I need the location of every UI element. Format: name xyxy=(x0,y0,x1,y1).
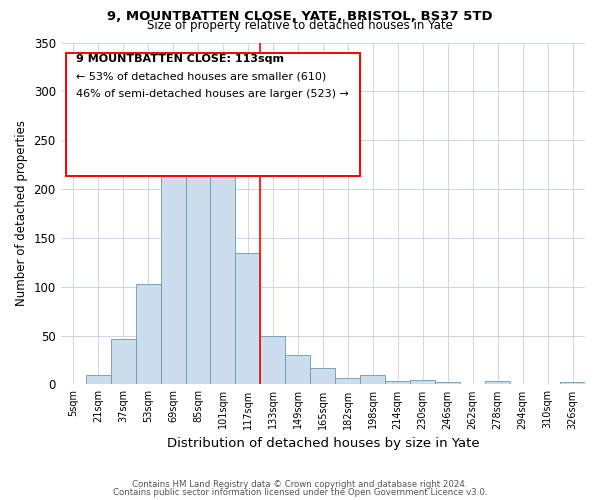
FancyBboxPatch shape xyxy=(66,53,359,176)
Text: 9 MOUNTBATTEN CLOSE: 113sqm: 9 MOUNTBATTEN CLOSE: 113sqm xyxy=(76,54,284,64)
Bar xyxy=(310,368,335,384)
Y-axis label: Number of detached properties: Number of detached properties xyxy=(15,120,28,306)
Bar xyxy=(260,336,286,384)
Bar xyxy=(110,338,136,384)
Bar xyxy=(335,378,360,384)
Bar xyxy=(410,380,435,384)
Text: Contains public sector information licensed under the Open Government Licence v3: Contains public sector information licen… xyxy=(113,488,487,497)
Text: ← 53% of detached houses are smaller (610): ← 53% of detached houses are smaller (61… xyxy=(76,72,326,82)
Bar xyxy=(560,382,585,384)
Bar xyxy=(235,252,260,384)
Bar xyxy=(286,355,310,384)
Text: 9, MOUNTBATTEN CLOSE, YATE, BRISTOL, BS37 5TD: 9, MOUNTBATTEN CLOSE, YATE, BRISTOL, BS3… xyxy=(107,10,493,23)
Text: 46% of semi-detached houses are larger (523) →: 46% of semi-detached houses are larger (… xyxy=(76,88,349,99)
Bar xyxy=(136,284,161,384)
Bar xyxy=(161,118,185,384)
Bar xyxy=(211,170,235,384)
Bar xyxy=(435,382,460,384)
Text: Size of property relative to detached houses in Yate: Size of property relative to detached ho… xyxy=(147,19,453,32)
Bar xyxy=(86,374,110,384)
Bar xyxy=(185,145,211,384)
Bar xyxy=(360,374,385,384)
Bar xyxy=(385,382,410,384)
Text: Contains HM Land Registry data © Crown copyright and database right 2024.: Contains HM Land Registry data © Crown c… xyxy=(132,480,468,489)
Bar xyxy=(485,382,510,384)
X-axis label: Distribution of detached houses by size in Yate: Distribution of detached houses by size … xyxy=(167,437,479,450)
